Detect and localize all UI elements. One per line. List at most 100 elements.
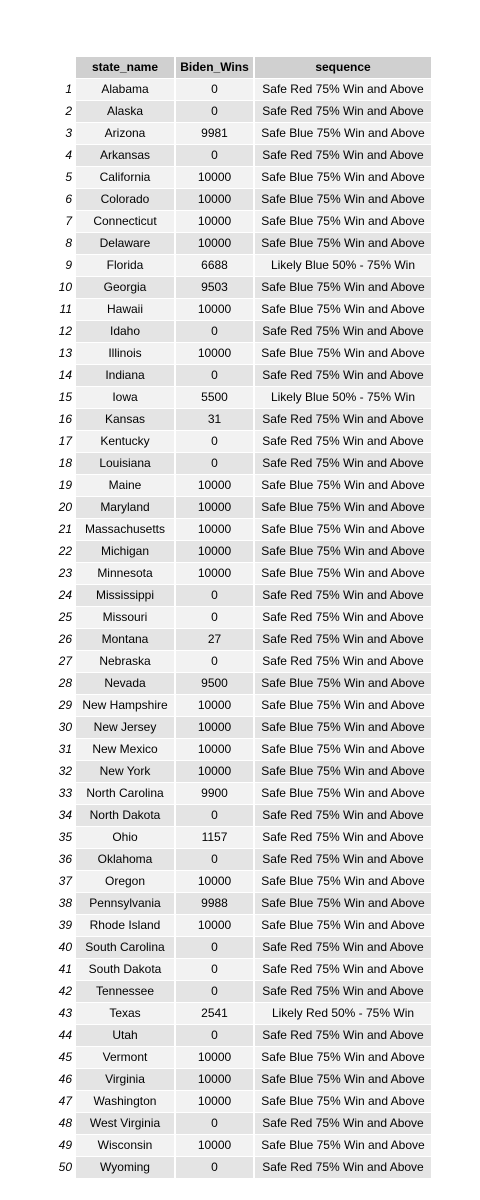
sequence-cell: Safe Red 75% Win and Above [255, 1157, 431, 1179]
state-name-cell: Montana [76, 629, 174, 651]
row-index: 25 [52, 607, 74, 629]
biden-wins-cell: 9981 [176, 123, 253, 145]
row-index: 14 [52, 365, 74, 387]
biden-wins-cell: 10000 [176, 739, 253, 761]
table-row: 45 Vermont 10000 Safe Blue 75% Win and Abov… [52, 1047, 431, 1069]
biden-wins-cell: 0 [176, 651, 253, 673]
sequence-cell: Likely Blue 50% - 75% Win [255, 387, 431, 409]
biden-wins-cell: 10000 [176, 519, 253, 541]
biden-wins-cell: 0 [176, 321, 253, 343]
row-index: 10 [52, 277, 74, 299]
row-index: 35 [52, 827, 74, 849]
sequence-cell: Safe Red 75% Win and Above [255, 145, 431, 167]
state-name-cell: South Carolina [76, 937, 174, 959]
biden-wins-cell: 2541 [176, 1003, 253, 1025]
row-index: 28 [52, 673, 74, 695]
biden-wins-cell: 10000 [176, 343, 253, 365]
biden-wins-cell: 0 [176, 79, 253, 101]
state-name-cell: New Hampshire [76, 695, 174, 717]
biden-wins-cell: 31 [176, 409, 253, 431]
biden-wins-cell: 0 [176, 365, 253, 387]
table-row: 32 New York 10000 Safe Blue 75% Win and Abo… [52, 761, 431, 783]
biden-wins-cell: 0 [176, 101, 253, 123]
biden-wins-cell: 10000 [176, 211, 253, 233]
sequence-cell: Safe Blue 75% Win and Above [255, 497, 431, 519]
row-index: 39 [52, 915, 74, 937]
state-name-cell: Florida [76, 255, 174, 277]
sequence-cell: Safe Blue 75% Win and Above [255, 277, 431, 299]
biden-wins-cell: 0 [176, 981, 253, 1003]
table-row: 26 Montana 27 Safe Red 75% Win and Above [52, 629, 431, 651]
sequence-cell: Safe Blue 75% Win and Above [255, 563, 431, 585]
state-name-cell: Indiana [76, 365, 174, 387]
sequence-cell: Safe Blue 75% Win and Above [255, 717, 431, 739]
biden-wins-cell: 0 [176, 937, 253, 959]
row-index: 11 [52, 299, 74, 321]
biden-wins-cell: 10000 [176, 1047, 253, 1069]
row-index: 12 [52, 321, 74, 343]
sequence-cell: Safe Blue 75% Win and Above [255, 1135, 431, 1157]
state-name-cell: Kentucky [76, 431, 174, 453]
row-index: 15 [52, 387, 74, 409]
state-name-cell: Nebraska [76, 651, 174, 673]
biden-wins-cell: 10000 [176, 717, 253, 739]
biden-wins-cell: 0 [176, 1157, 253, 1179]
sequence-cell: Safe Blue 75% Win and Above [255, 673, 431, 695]
sequence-cell: Safe Blue 75% Win and Above [255, 123, 431, 145]
biden-wins-cell: 0 [176, 607, 253, 629]
state-name-cell: South Dakota [76, 959, 174, 981]
row-index: 49 [52, 1135, 74, 1157]
biden-wins-cell: 10000 [176, 167, 253, 189]
state-name-cell: Kansas [76, 409, 174, 431]
sequence-cell: Safe Red 75% Win and Above [255, 827, 431, 849]
sequence-cell: Safe Blue 75% Win and Above [255, 1091, 431, 1113]
biden-wins-cell: 0 [176, 431, 253, 453]
biden-wins-cell: 0 [176, 145, 253, 167]
row-index: 3 [52, 123, 74, 145]
state-name-cell: Iowa [76, 387, 174, 409]
sequence-cell: Safe Blue 75% Win and Above [255, 1069, 431, 1091]
biden-wins-cell: 10000 [176, 1069, 253, 1091]
sequence-cell: Safe Blue 75% Win and Above [255, 893, 431, 915]
row-index: 7 [52, 211, 74, 233]
biden-wins-cell: 9500 [176, 673, 253, 695]
sequence-cell: Safe Blue 75% Win and Above [255, 1047, 431, 1069]
table-row: 3 Arizona 9981 Safe Blue 75% Win and Above [52, 123, 431, 145]
state-name-cell: Texas [76, 1003, 174, 1025]
row-index: 9 [52, 255, 74, 277]
biden-wins-cell: 0 [176, 1025, 253, 1047]
sequence-cell: Safe Blue 75% Win and Above [255, 915, 431, 937]
biden-wins-cell: 10000 [176, 299, 253, 321]
biden-wins-cell: 10000 [176, 915, 253, 937]
sequence-cell: Safe Red 75% Win and Above [255, 607, 431, 629]
table-row: 25 Missouri 0 Safe Red 75% Win and Above [52, 607, 431, 629]
table-row: 4 Arkansas 0 Safe Red 75% Win and Above [52, 145, 431, 167]
data-table: state_name Biden_Wins sequence 1 Alabama 0… [50, 57, 433, 1179]
state-name-cell: Mississippi [76, 585, 174, 607]
row-index: 47 [52, 1091, 74, 1113]
biden-wins-cell: 1157 [176, 827, 253, 849]
state-name-cell: Pennsylvania [76, 893, 174, 915]
biden-wins-cell: 0 [176, 959, 253, 981]
sequence-cell: Safe Red 75% Win and Above [255, 453, 431, 475]
table-row: 36 Oklahoma 0 Safe Red 75% Win and Above [52, 849, 431, 871]
sequence-cell: Safe Blue 75% Win and Above [255, 343, 431, 365]
table-row: 15 Iowa 5500 Likely Blue 50% - 75% Win [52, 387, 431, 409]
row-index: 46 [52, 1069, 74, 1091]
table-header-row: state_name Biden_Wins sequence [52, 57, 431, 79]
state-name-cell: Arizona [76, 123, 174, 145]
biden-wins-cell: 10000 [176, 233, 253, 255]
row-index: 22 [52, 541, 74, 563]
sequence-cell: Safe Blue 75% Win and Above [255, 475, 431, 497]
row-index: 38 [52, 893, 74, 915]
state-name-cell: Rhode Island [76, 915, 174, 937]
state-name-cell: Alaska [76, 101, 174, 123]
table-row: 30 New Jersey 10000 Safe Blue 75% Win and A… [52, 717, 431, 739]
biden-wins-cell: 10000 [176, 541, 253, 563]
row-index: 5 [52, 167, 74, 189]
sequence-cell: Safe Red 75% Win and Above [255, 79, 431, 101]
row-index: 41 [52, 959, 74, 981]
row-index: 21 [52, 519, 74, 541]
state-name-cell: Hawaii [76, 299, 174, 321]
table-row: 40 South Carolina 0 Safe Red 75% Win and Ab… [52, 937, 431, 959]
